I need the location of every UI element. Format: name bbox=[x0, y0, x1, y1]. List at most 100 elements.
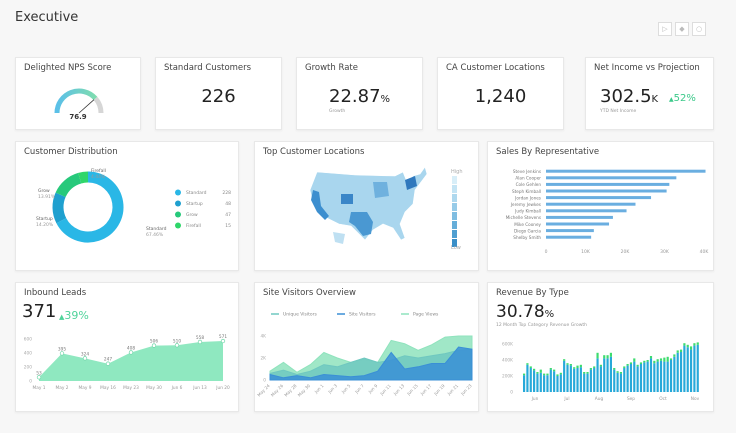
up-arrow-icon: ▲ bbox=[669, 96, 674, 103]
x-tick: Jun 1 bbox=[313, 383, 325, 395]
x-tick: Aug bbox=[595, 396, 604, 402]
data-label: 395 bbox=[58, 346, 66, 352]
y-tick: 0 bbox=[29, 379, 32, 385]
x-tick: Jun 11 bbox=[378, 383, 392, 397]
revenue-bar bbox=[529, 368, 532, 392]
revenue-bar-top bbox=[629, 362, 633, 364]
x-tick: Jun bbox=[531, 396, 539, 402]
revenue-bar-top bbox=[646, 360, 649, 362]
x-tick: Jun 23 bbox=[459, 383, 473, 397]
x-tick: Jun 13 bbox=[392, 383, 406, 397]
card-title: Top Customer Locations bbox=[263, 147, 365, 157]
us-map[interactable]: High Low bbox=[255, 142, 480, 272]
revenue-bar-top bbox=[606, 355, 609, 359]
x-tick: 10K bbox=[581, 249, 591, 255]
rep-label: Steph Kimball bbox=[512, 189, 541, 194]
midwest-region bbox=[373, 182, 389, 198]
revenue-bar bbox=[689, 349, 693, 392]
revenue-bar bbox=[563, 360, 566, 392]
revenue-bar bbox=[606, 358, 609, 392]
rep-bar bbox=[546, 176, 677, 180]
revenue-bar bbox=[596, 358, 599, 392]
alaska-region bbox=[333, 232, 345, 244]
x-tick: Jun 15 bbox=[405, 383, 419, 397]
revenue-bar-top bbox=[536, 372, 539, 374]
x-tick: May 23 bbox=[123, 385, 139, 391]
revenue-bar-top bbox=[583, 372, 586, 374]
legend-label: Page Views bbox=[413, 312, 439, 318]
revenue-bar-top bbox=[626, 364, 629, 366]
revenue-bar-top bbox=[599, 364, 602, 367]
legend-swatch bbox=[452, 230, 457, 238]
x-tick: May 2 bbox=[56, 385, 69, 391]
revenue-bar bbox=[663, 361, 666, 392]
card-title: Inbound Leads bbox=[24, 288, 87, 298]
x-tick: May 28 bbox=[283, 383, 298, 398]
legend-label: Site Visitors bbox=[349, 312, 376, 318]
data-label: 558 bbox=[196, 335, 204, 341]
rep-label: Jordan Jones bbox=[514, 195, 541, 200]
revenue-bar-top bbox=[529, 366, 532, 368]
y-tick: 0 bbox=[510, 390, 513, 396]
slice-pct: 13.91% bbox=[38, 194, 56, 200]
y-tick: 400K bbox=[502, 358, 513, 364]
leads-change: 39% bbox=[64, 309, 89, 322]
sales-by-rep-card: Sales By Representative Steve Jenkins Ala… bbox=[487, 141, 714, 271]
donut-slice-startup bbox=[52, 192, 67, 224]
rep-bar bbox=[546, 229, 594, 233]
revenue-bar-top bbox=[596, 352, 599, 359]
revenue-bar-top bbox=[683, 343, 686, 346]
revenue-bar-top bbox=[633, 358, 636, 362]
rep-bar bbox=[546, 169, 706, 173]
nps-card: Delighted NPS Score 76.9 bbox=[15, 57, 141, 130]
rep-bar bbox=[546, 189, 667, 193]
x-tick: Jun 5 bbox=[340, 383, 352, 395]
card-title: Net Income vs Projection bbox=[594, 63, 700, 73]
legend-count: 228 bbox=[222, 190, 231, 196]
x-tick: Jun 3 bbox=[326, 383, 338, 395]
inbound-leads-card: Inbound Leads 371 ▲39% 0 200 400 600 53 May 1… bbox=[15, 282, 239, 412]
card-title: Standard Customers bbox=[164, 63, 252, 73]
revenue-bar bbox=[559, 374, 562, 392]
revenue-bar bbox=[643, 362, 646, 392]
revenue-bar-top bbox=[609, 352, 613, 357]
legend-swatch bbox=[452, 221, 457, 229]
revenue-bar-top bbox=[619, 372, 623, 374]
revenue-bar bbox=[566, 364, 569, 392]
data-point bbox=[151, 343, 157, 348]
colorado-region bbox=[341, 194, 353, 204]
revenue-bar bbox=[656, 361, 659, 392]
revenue-bar-top bbox=[679, 349, 683, 352]
revenue-bar-top bbox=[543, 373, 546, 376]
x-tick: 30K bbox=[660, 249, 670, 255]
revenue-bar bbox=[553, 371, 556, 392]
data-point bbox=[82, 356, 88, 361]
revenue-bar-top bbox=[623, 366, 626, 368]
y-tick: 200K bbox=[502, 374, 513, 380]
x-tick: Jun 19 bbox=[432, 383, 446, 397]
legend-label: Unique Visitors bbox=[283, 312, 317, 318]
legend-count: 15 bbox=[225, 223, 231, 229]
settings-icon[interactable]: ○ bbox=[692, 22, 706, 36]
donut-slice-grow bbox=[55, 172, 82, 198]
tag-icon[interactable]: ◆ bbox=[675, 22, 689, 36]
revenue-bar bbox=[546, 375, 549, 392]
y-tick: 400 bbox=[24, 351, 32, 357]
rep-label: Steve Jenkins bbox=[513, 169, 541, 174]
play-icon[interactable]: ▷ bbox=[658, 22, 672, 36]
rep-bar bbox=[546, 209, 627, 213]
x-tick: May 16 bbox=[100, 385, 116, 391]
revenue-bar-top bbox=[693, 343, 696, 346]
revenue-bar bbox=[626, 365, 629, 392]
data-label: 324 bbox=[81, 351, 89, 357]
data-point bbox=[220, 338, 226, 344]
legend-swatch bbox=[452, 185, 457, 193]
revenue-bar-top bbox=[666, 356, 669, 362]
revenue-bar bbox=[686, 347, 689, 392]
gauge-track bbox=[93, 96, 104, 114]
leads-value: 371 bbox=[22, 301, 57, 322]
x-tick: Nov bbox=[691, 396, 700, 402]
x-tick: May 24 bbox=[256, 383, 271, 398]
y-tick: 200 bbox=[24, 365, 32, 371]
data-point bbox=[59, 351, 65, 356]
